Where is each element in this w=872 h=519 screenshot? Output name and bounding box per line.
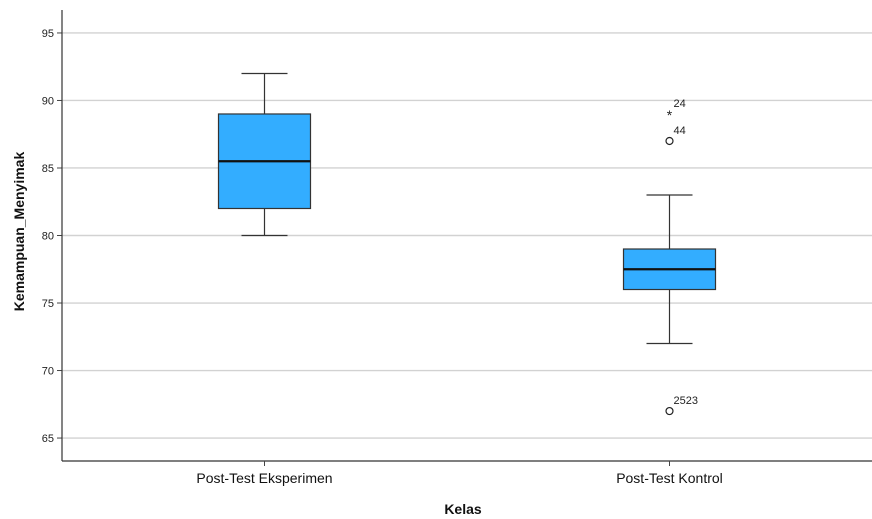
axes — [57, 10, 872, 466]
boxes: * — [217, 72, 717, 416]
x-axis-title: Kelas — [444, 501, 482, 517]
y-tick-label-70: 70 — [42, 366, 54, 378]
y-tick-label-65: 65 — [42, 433, 54, 445]
box-2-outlier-label-2: 2523 — [674, 395, 698, 407]
x-tick-label-2: Post-Test Kontrol — [616, 470, 723, 486]
y-tick-label-80: 80 — [42, 231, 54, 243]
gridlines — [62, 32, 872, 439]
y-tick-label-90: 90 — [42, 95, 54, 107]
box-2: * — [622, 107, 717, 416]
box-2-outlier-label-0: 24 — [674, 98, 686, 110]
box-2-extreme-marker-0: * — [667, 107, 673, 123]
y-tick-label-95: 95 — [42, 28, 54, 40]
box-1 — [217, 72, 312, 237]
labels: 65 70 75 80 85 90 95 Post-Test Eksperimen 24 44 25… — [42, 28, 723, 486]
y-tick-label-85: 85 — [42, 163, 54, 175]
x-tick-label-1: Post-Test Eksperimen — [196, 470, 332, 486]
box-2-outlier-marker-2 — [665, 406, 674, 416]
y-axis-title: Kemampuan_Menyimak — [11, 152, 27, 312]
y-tick-label-75: 75 — [42, 298, 54, 310]
box-2-outlier-label-1: 44 — [674, 125, 686, 137]
box-2-outlier-marker-1 — [665, 136, 674, 146]
